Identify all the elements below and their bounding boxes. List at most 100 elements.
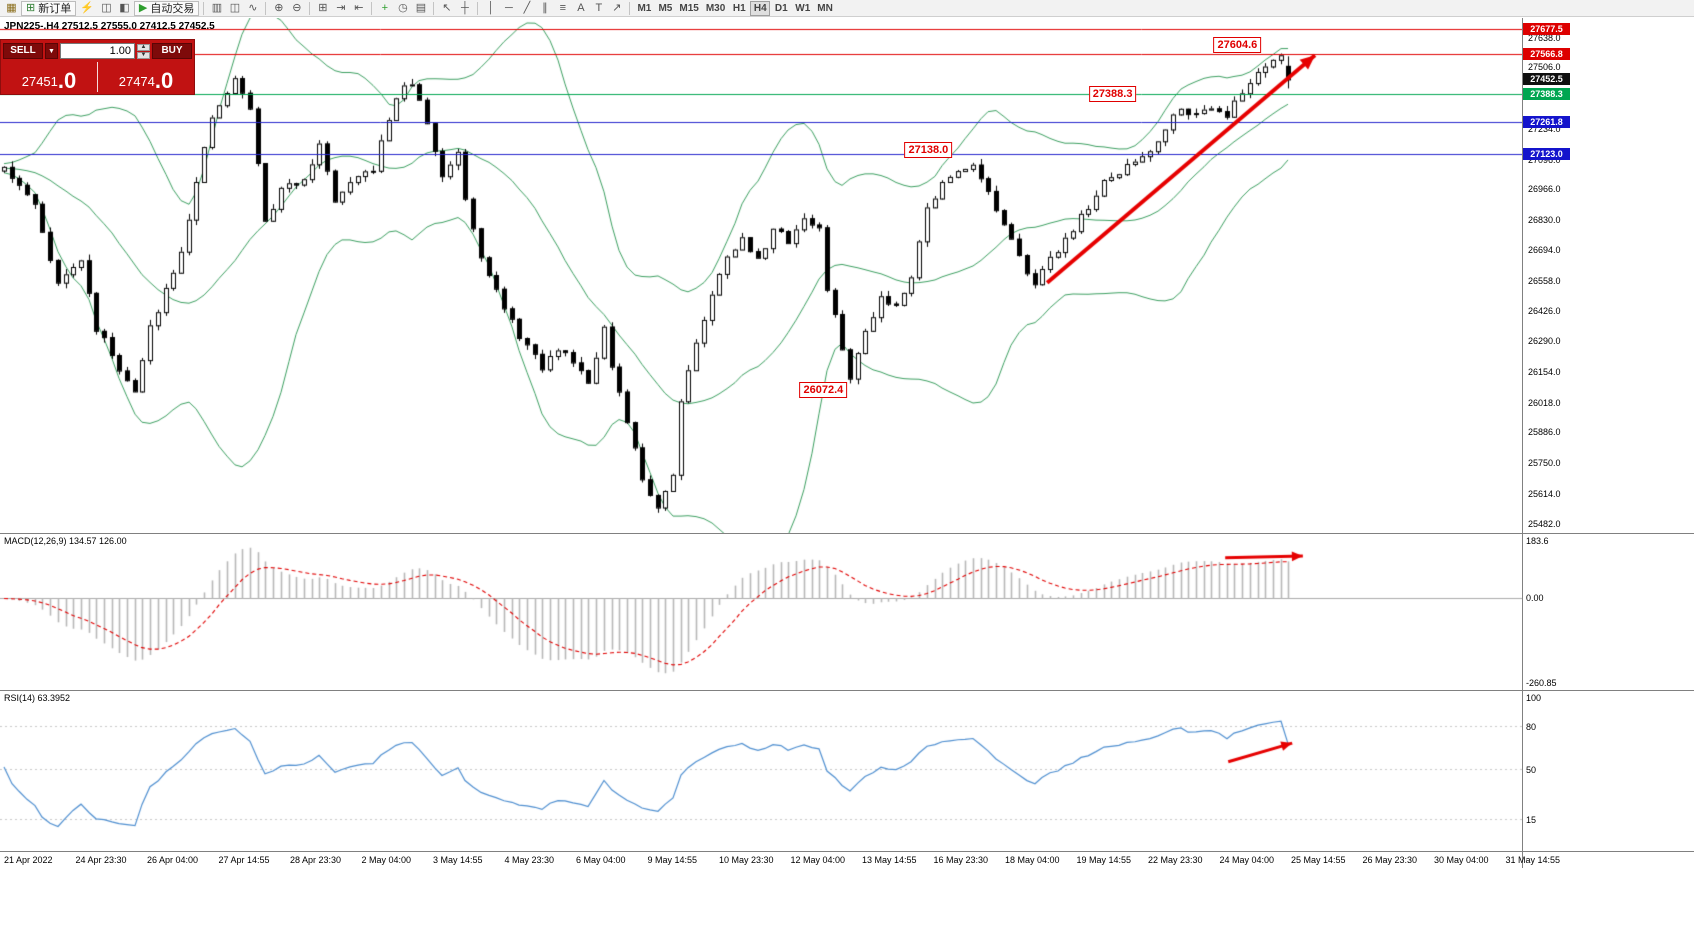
time-label: 24 Apr 23:30 [75,855,127,865]
timeframe-h4-button[interactable]: H4 [750,0,771,16]
price-annotation[interactable]: 27138.0 [904,142,953,159]
arrows-icon: ↗ [612,1,622,14]
candlestick-chart-icon: ◫ [229,1,241,14]
auto-scroll-icon: ⇥ [336,1,346,14]
symbol-ohlc-label: JPN225-.H4 27512.5 27555.0 27412.5 27452… [4,21,215,32]
fibonacci-icon: ≡ [559,1,567,14]
text-label-button[interactable]: T [590,1,607,16]
navigator-button[interactable]: ◧ [116,1,133,16]
toolbar: ▦ ⊞ 新订单 ⚡ ◫ ◧ ▶ 自动交易 ▥ ◫ ∿ ⊕ ⊖ ⊞ ⇥ ⇤ + ◷ ▤ ↖ ┼ │ ─ ╱ ∥ ≡ A T ↗ M1 M5 M1… [0,0,1694,17]
price-tick: 27638.0 [1528,32,1561,43]
buy-price[interactable]: 27474.0 [98,60,194,94]
timeframe-mn-button[interactable]: MN [817,2,833,14]
order-dropdown[interactable]: ▼ [45,43,58,59]
timeframe-d1-button[interactable]: D1 [774,2,788,14]
time-label: 18 May 04:00 [1005,855,1060,865]
rsi-scale-label: 50 [1526,765,1537,775]
timeframe-w1-button[interactable]: W1 [795,2,811,14]
line-chart-button[interactable]: ∿ [244,1,261,16]
rsi-scale-label: 100 [1526,693,1542,703]
price-chart-canvas[interactable] [0,18,1522,533]
candlestick-chart-button[interactable]: ◫ [226,1,243,16]
tile-windows-button[interactable]: ⊞ [314,1,331,16]
volume-decrease-button[interactable]: ▼ [137,51,150,59]
vertical-line-button[interactable]: │ [482,1,499,16]
volume-increase-button[interactable]: ▲ [137,43,150,51]
rsi-panel: RSI(14) 63.3952 100 80 50 15 [0,691,1694,851]
macd-label: MACD(12,26,9) 134.57 126.00 [4,536,127,546]
periods-button[interactable]: ◷ [394,1,411,16]
chart-shift-button[interactable]: ⇤ [350,1,367,16]
timeframe-m15-button[interactable]: M15 [679,2,699,14]
cursor-icon: ↖ [442,1,452,14]
price-divider [97,62,98,92]
time-label: 31 May 14:55 [1505,855,1561,865]
price-highlight: 27566.8 [1523,47,1570,60]
new-order-button[interactable]: ⊞ 新订单 [21,0,77,16]
text-button[interactable]: A [572,1,589,16]
buy-price-main: 27474 [118,74,155,89]
zoom-out-button[interactable]: ⊖ [288,1,305,16]
price-highlight: 27452.5 [1523,73,1570,86]
macd-scale-label: -260.85 [1526,678,1557,688]
time-axis[interactable]: 21 Apr 2022 24 Apr 23:30 26 Apr 04:00 27 Ap… [0,853,1694,869]
new-chart-button[interactable]: ▦ [3,1,20,16]
toolbar-separator [203,1,205,15]
rsi-canvas[interactable] [0,691,1522,851]
horizontal-line-button[interactable]: ─ [500,1,517,16]
sell-price[interactable]: 27451.0 [1,60,97,94]
volume-input[interactable] [60,43,135,59]
price-tick: 26290.0 [1528,336,1561,347]
arrows-button[interactable]: ↗ [608,1,625,16]
crosshair-button[interactable]: ┼ [456,1,473,16]
zoom-in-button[interactable]: ⊕ [270,1,287,16]
time-label: 30 May 04:00 [1434,855,1489,865]
tile-windows-icon: ⊞ [318,1,328,14]
market-watch-button[interactable]: ◫ [98,1,115,16]
channel-button[interactable]: ∥ [536,1,553,16]
metaeditor-button[interactable]: ⚡ [77,1,97,16]
trendline-button[interactable]: ╱ [518,1,535,16]
fibonacci-button[interactable]: ≡ [554,1,571,16]
panel-separator[interactable] [0,690,1694,691]
price-annotation[interactable]: 26072.4 [799,382,848,399]
auto-scroll-button[interactable]: ⇥ [332,1,349,16]
time-label: 26 Apr 04:00 [147,855,199,865]
line-chart-icon: ∿ [248,1,258,14]
timeframe-h1-button[interactable]: H1 [732,2,746,14]
timeframe-m5-button[interactable]: M5 [658,2,673,14]
price-tick: 26558.0 [1528,276,1561,287]
macd-canvas[interactable] [0,534,1522,690]
price-highlight: 27123.0 [1523,147,1570,160]
templates-button[interactable]: ▤ [412,1,429,16]
toolbar-separator [371,1,373,15]
text-label-icon: T [595,1,603,14]
timeframe-m1-button[interactable]: M1 [637,2,652,14]
time-label: 9 May 14:55 [647,855,698,865]
price-highlight: 27677.5 [1523,22,1570,35]
toolbar-separator [265,1,267,15]
cursor-button[interactable]: ↖ [438,1,455,16]
time-label: 10 May 23:30 [719,855,774,865]
new-chart-icon: ▦ [6,1,17,14]
price-annotation[interactable]: 27388.3 [1088,85,1137,102]
price-axis[interactable]: 27638.027506.027374.027234.027096.026966… [1523,18,1603,533]
zoom-out-icon: ⊖ [292,1,302,14]
timeframe-m30-button[interactable]: M30 [705,2,726,14]
macd-axis: 183.6 0.00 -260.85 [1526,534,1590,690]
sell-price-main: 27451 [21,74,58,89]
time-label: 12 May 04:00 [790,855,846,865]
panel-separator[interactable] [0,533,1694,534]
rsi-label: RSI(14) 63.3952 [4,693,71,703]
panel-separator [0,851,1694,852]
time-label: 28 Apr 23:30 [290,855,342,865]
auto-trading-button[interactable]: ▶ 自动交易 [133,0,200,16]
price-annotation[interactable]: 27604.6 [1213,37,1262,54]
horizontal-line-icon: ─ [504,1,513,14]
price-tick: 26426.0 [1528,305,1561,316]
buy-button[interactable]: BUY [152,43,192,59]
bar-chart-button[interactable]: ▥ [208,1,225,16]
indicators-button[interactable]: + [376,1,393,16]
sell-button[interactable]: SELL [3,43,43,59]
